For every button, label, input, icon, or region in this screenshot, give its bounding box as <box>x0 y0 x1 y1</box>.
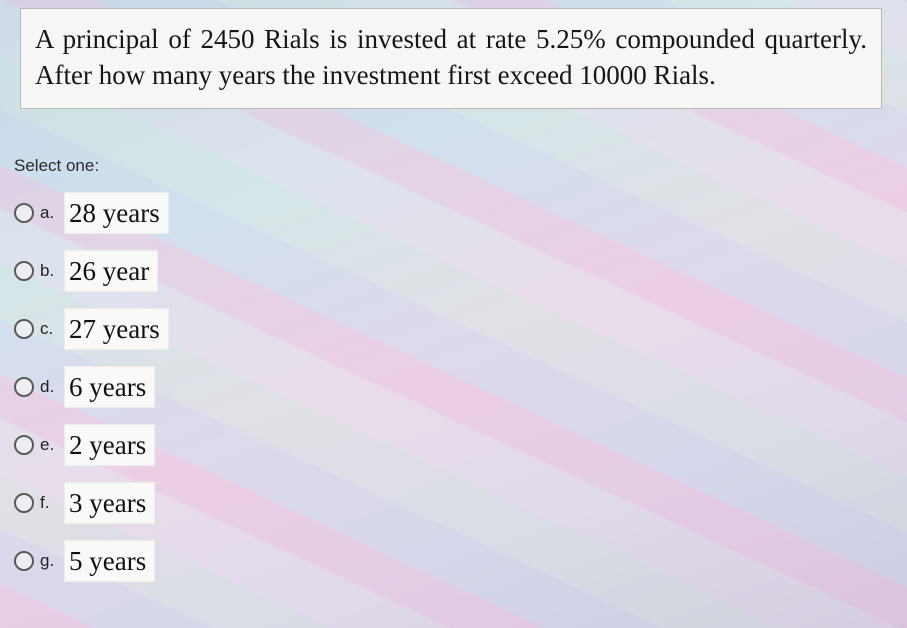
option-label: 5 years <box>64 540 155 582</box>
option-label: 2 years <box>64 424 155 466</box>
option-letter: d. <box>40 377 58 397</box>
radio-f[interactable] <box>14 493 34 513</box>
question-text: A principal of 2450 Rials is invested at… <box>35 21 867 94</box>
option-label: 26 year <box>64 250 158 292</box>
radio-c[interactable] <box>14 319 34 339</box>
option-b[interactable]: b. 26 year <box>14 242 169 300</box>
option-label: 3 years <box>64 482 155 524</box>
option-a[interactable]: a. 28 years <box>14 184 169 242</box>
question-box: A principal of 2450 Rials is invested at… <box>20 8 882 109</box>
option-d[interactable]: d. 6 years <box>14 358 169 416</box>
option-c[interactable]: c. 27 years <box>14 300 169 358</box>
radio-d[interactable] <box>14 377 34 397</box>
radio-a[interactable] <box>14 203 34 223</box>
option-letter: c. <box>40 319 58 339</box>
radio-e[interactable] <box>14 435 34 455</box>
option-letter: f. <box>40 493 58 513</box>
option-label: 28 years <box>64 192 169 234</box>
radio-g[interactable] <box>14 551 34 571</box>
option-label: 6 years <box>64 366 155 408</box>
option-letter: a. <box>40 203 58 223</box>
select-one-prompt: Select one: <box>14 156 99 176</box>
option-f[interactable]: f. 3 years <box>14 474 169 532</box>
radio-b[interactable] <box>14 261 34 281</box>
options-group: a. 28 years b. 26 year c. 27 years d. 6 … <box>14 184 169 590</box>
option-letter: e. <box>40 435 58 455</box>
option-e[interactable]: e. 2 years <box>14 416 169 474</box>
option-label: 27 years <box>64 308 169 350</box>
option-letter: b. <box>40 261 58 281</box>
option-letter: g. <box>40 551 58 571</box>
option-g[interactable]: g. 5 years <box>14 532 169 590</box>
